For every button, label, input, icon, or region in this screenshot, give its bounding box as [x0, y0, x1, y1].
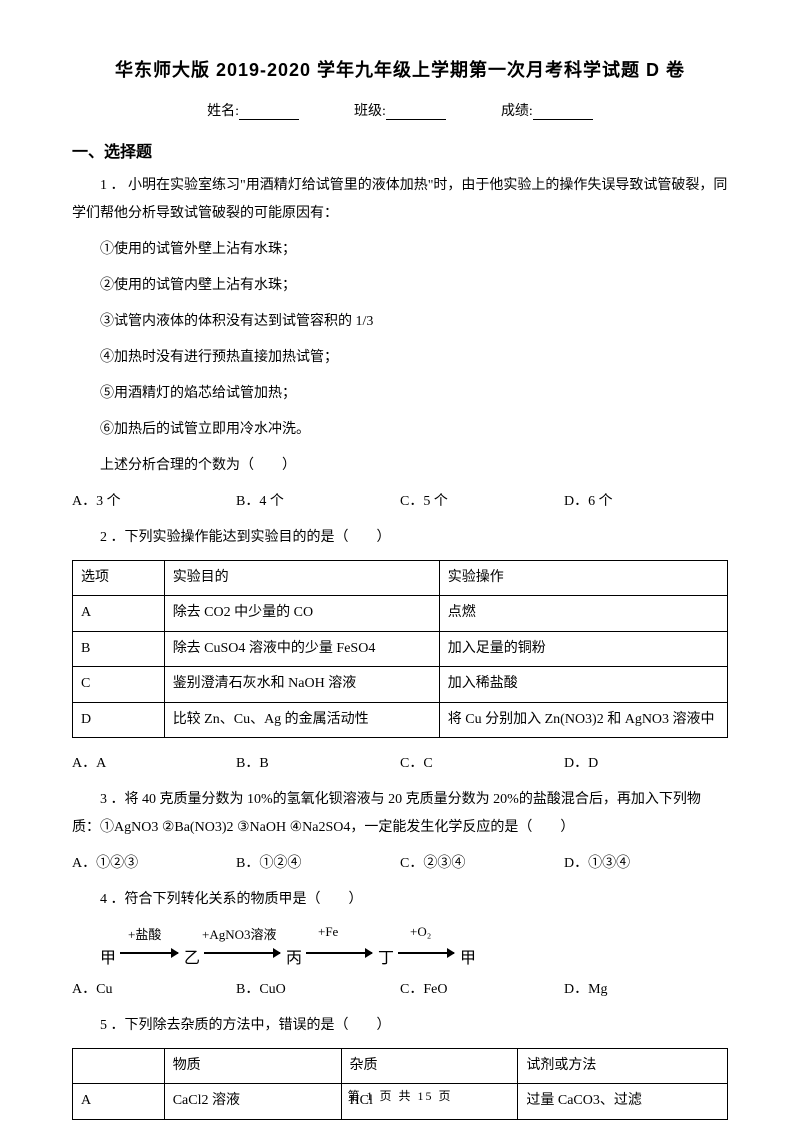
arrow-icon — [306, 952, 372, 954]
q1-item5: ⑤用酒精灯的焰芯给试管加热； — [72, 380, 728, 408]
q1-item4: ④加热时没有进行预热直接加热试管； — [72, 344, 728, 372]
table-row: D 比较 Zn、Cu、Ag 的金属活动性 将 Cu 分别加入 Zn(NO3)2 … — [73, 702, 728, 737]
q3-opt-d: D．①③④ — [564, 850, 728, 878]
q4-opt-c: C．FeO — [400, 976, 564, 1004]
q2-h3: 实验操作 — [439, 561, 727, 596]
q4-label4: +O₂ — [410, 924, 431, 940]
class-blank — [386, 106, 446, 120]
q3-opt-b: B．①②④ — [236, 850, 400, 878]
q2-a3: 点燃 — [439, 596, 727, 631]
table-row: A 除去 CO2 中少量的 CO 点燃 — [73, 596, 728, 631]
q2-b2: 除去 CuSO4 溶液中的少量 FeSO4 — [164, 631, 439, 666]
q4-node1: 甲 — [100, 944, 116, 968]
q2-h2: 实验目的 — [164, 561, 439, 596]
q5-h4: 试剂或方法 — [518, 1048, 728, 1083]
q1-item3: ③试管内液体的体积没有达到试管容积的 1/3 — [72, 308, 728, 336]
q4-stem: 4 ．符合下列转化关系的物质甲是（ ） — [72, 886, 728, 914]
q3-stem: 3 ．将 40 克质量分数为 10%的氢氧化钡溶液与 20 克质量分数为 20%… — [72, 786, 728, 842]
q3-options: A．①②③ B．①②④ C．②③④ D．①③④ — [72, 850, 728, 878]
name-blank — [239, 106, 299, 120]
arrow-icon — [398, 952, 454, 954]
q2-a1: A — [73, 596, 165, 631]
q4-label3: +Fe — [318, 924, 338, 940]
section-heading: 一、选择题 — [72, 138, 728, 162]
q4-diagram: +盐酸 +AgNO3溶液 +Fe +O₂ 甲 乙 丙 丁 甲 — [100, 922, 520, 968]
q1-item6: ⑥加热后的试管立即用冷水冲洗。 — [72, 416, 728, 444]
q4-node3: 丙 — [286, 944, 302, 968]
q2-opt-d: D．D — [564, 750, 728, 778]
page-title: 华东师大版 2019-2020 学年九年级上学期第一次月考科学试题 D 卷 — [72, 56, 728, 82]
q2-opt-c: C．C — [400, 750, 564, 778]
q1-item1: ①使用的试管外壁上沾有水珠； — [72, 236, 728, 264]
name-label: 姓名: — [207, 104, 239, 119]
q4-opt-d: D．Mg — [564, 976, 728, 1004]
q4-options: A．Cu B．CuO C．FeO D．Mg — [72, 976, 728, 1004]
q1-stem: 1 ． 小明在实验室练习"用酒精灯给试管里的液体加热"时，由于他实验上的操作失误… — [72, 172, 728, 228]
table-row: 物质 杂质 试剂或方法 — [73, 1048, 728, 1083]
q1-tail: 上述分析合理的个数为（ ） — [72, 452, 728, 480]
q3-opt-c: C．②③④ — [400, 850, 564, 878]
q4-label1: +盐酸 — [128, 924, 161, 943]
q2-b1: B — [73, 631, 165, 666]
q2-b3: 加入足量的铜粉 — [439, 631, 727, 666]
arrow-icon — [204, 952, 280, 954]
q4-label2: +AgNO3溶液 — [202, 924, 277, 943]
q2-options: A．A B．B C．C D．D — [72, 750, 728, 778]
q1-opt-a: A．3 个 — [72, 488, 236, 516]
q2-d1: D — [73, 702, 165, 737]
student-info: 姓名: 班级: 成绩: — [72, 100, 728, 120]
table-row: B 除去 CuSO4 溶液中的少量 FeSO4 加入足量的铜粉 — [73, 631, 728, 666]
q2-c1: C — [73, 667, 165, 702]
q2-table: 选项 实验目的 实验操作 A 除去 CO2 中少量的 CO 点燃 B 除去 Cu… — [72, 560, 728, 738]
q4-opt-b: B．CuO — [236, 976, 400, 1004]
q2-opt-a: A．A — [72, 750, 236, 778]
q4-node4: 丁 — [378, 944, 394, 968]
q5-h2: 物质 — [164, 1048, 341, 1083]
q5-table: 物质 杂质 试剂或方法 A CaCl2 溶液 HCl 过量 CaCO3、过滤 — [72, 1048, 728, 1120]
q2-stem: 2 ．下列实验操作能达到实验目的的是（ ） — [72, 524, 728, 552]
score-label: 成绩: — [501, 104, 533, 119]
q1-options: A．3 个 B．4 个 C．5 个 D．6 个 — [72, 488, 728, 516]
q2-c3: 加入稀盐酸 — [439, 667, 727, 702]
q2-h1: 选项 — [73, 561, 165, 596]
q2-c2: 鉴别澄清石灰水和 NaOH 溶液 — [164, 667, 439, 702]
q2-a2: 除去 CO2 中少量的 CO — [164, 596, 439, 631]
q2-d2: 比较 Zn、Cu、Ag 的金属活动性 — [164, 702, 439, 737]
q5-h1 — [73, 1048, 165, 1083]
table-row: 选项 实验目的 实验操作 — [73, 561, 728, 596]
q4-opt-a: A．Cu — [72, 976, 236, 1004]
q1-opt-c: C．5 个 — [400, 488, 564, 516]
q5-h3: 杂质 — [341, 1048, 518, 1083]
q3-opt-a: A．①②③ — [72, 850, 236, 878]
q1-item2: ②使用的试管内壁上沾有水珠； — [72, 272, 728, 300]
q1-opt-b: B．4 个 — [236, 488, 400, 516]
q2-d3: 将 Cu 分别加入 Zn(NO3)2 和 AgNO3 溶液中 — [439, 702, 727, 737]
q1-opt-d: D．6 个 — [564, 488, 728, 516]
page-footer: 第 1 页 共 15 页 — [0, 1087, 800, 1104]
table-row: C 鉴别澄清石灰水和 NaOH 溶液 加入稀盐酸 — [73, 667, 728, 702]
arrow-icon — [120, 952, 178, 954]
q4-node2: 乙 — [184, 944, 200, 968]
q4-node5: 甲 — [460, 944, 476, 968]
q5-stem: 5 ．下列除去杂质的方法中，错误的是（ ） — [72, 1012, 728, 1040]
class-label: 班级: — [354, 104, 386, 119]
q2-opt-b: B．B — [236, 750, 400, 778]
score-blank — [533, 106, 593, 120]
